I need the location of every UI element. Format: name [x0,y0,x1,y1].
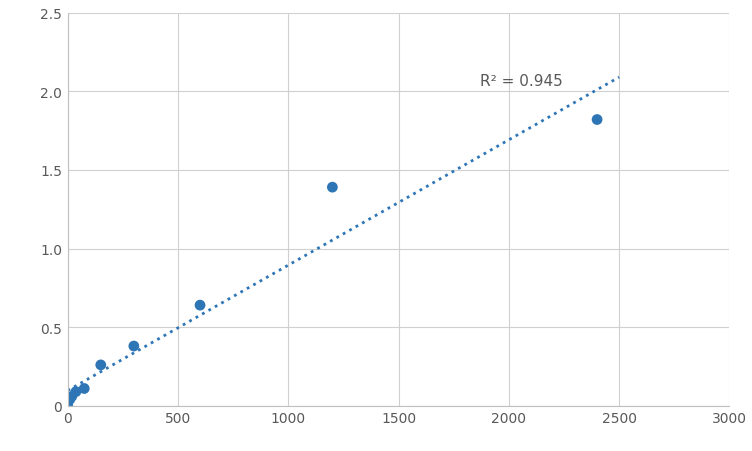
Point [95,362,107,369]
Point [70,388,82,396]
Point [591,117,603,124]
Point [78,385,90,392]
Point [64,396,76,403]
Point [66,393,77,400]
Point [128,343,140,350]
Point [62,402,74,410]
Point [326,184,338,191]
Text: R² = 0.945: R² = 0.945 [481,74,563,89]
Point [194,302,206,309]
